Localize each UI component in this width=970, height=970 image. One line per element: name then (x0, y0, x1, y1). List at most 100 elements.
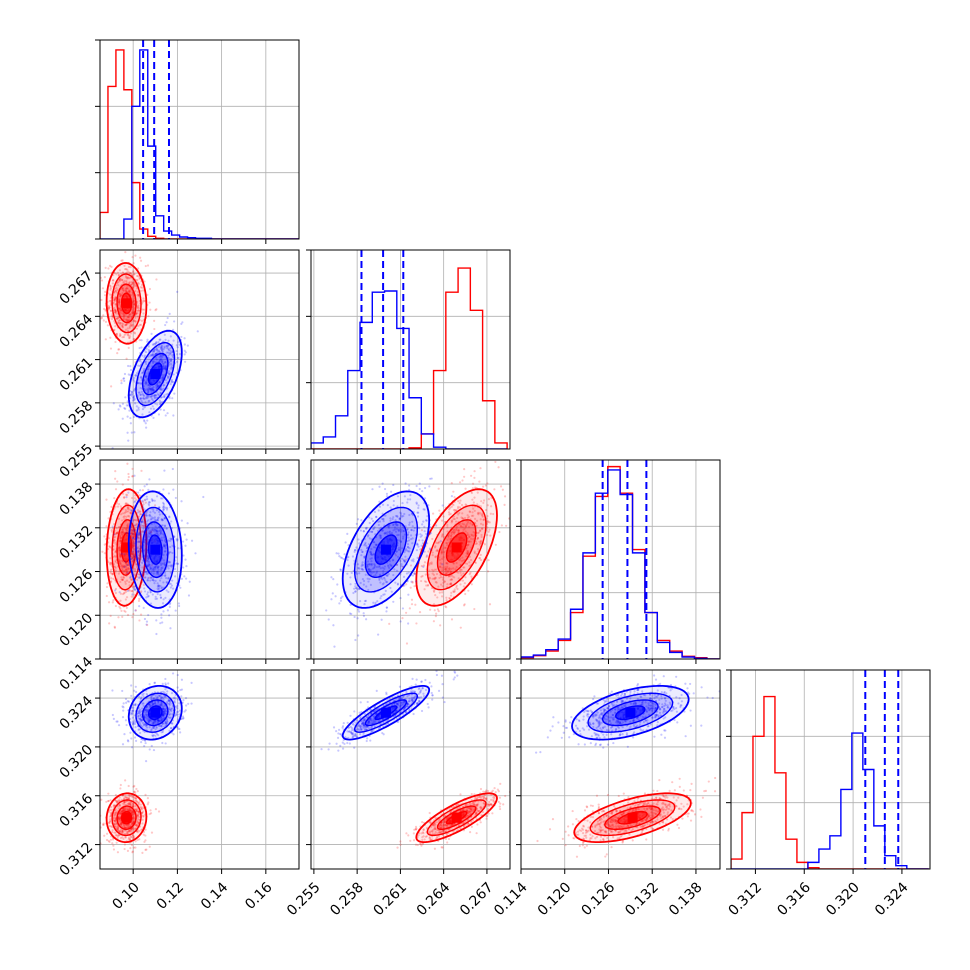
scatter-point (363, 555, 366, 558)
scatter-point (355, 546, 358, 549)
scatter-point (405, 642, 409, 645)
scatter-point (180, 322, 183, 326)
scatter-point (364, 526, 368, 530)
scatter-point (121, 578, 124, 581)
scatter-point (492, 512, 495, 516)
scatter-point (168, 605, 171, 608)
scatter-point (170, 365, 173, 369)
scatter-point (450, 582, 453, 586)
scatter-point (119, 562, 122, 566)
scatter-point (124, 562, 128, 565)
scatter-point (408, 547, 411, 550)
scatter-point (105, 585, 109, 589)
scatter-point (118, 299, 121, 303)
scatter-point (156, 533, 159, 536)
scatter-point (135, 522, 138, 525)
scatter-point (119, 561, 122, 565)
scatter-point (146, 595, 149, 598)
scatter-point (146, 384, 150, 387)
scatter-point (164, 379, 167, 382)
scatter-point (152, 567, 155, 571)
scatter-point (114, 793, 117, 797)
scatter-point (438, 565, 441, 568)
scatter-point (450, 578, 453, 581)
scatter-point (130, 324, 133, 328)
scatter-point (96, 608, 98, 610)
scatter-point (464, 525, 468, 528)
scatter-point (133, 568, 137, 571)
scatter-point (486, 504, 489, 507)
scatter-point (128, 290, 131, 293)
scatter-point (396, 534, 399, 537)
scatter-point (392, 499, 395, 503)
scatter-point (131, 282, 134, 285)
scatter-point (133, 587, 136, 590)
scatter-point (122, 377, 126, 380)
scatter-point (410, 528, 413, 532)
scatter-point (151, 578, 154, 582)
scatter-point (429, 477, 432, 480)
scatter-point (148, 504, 151, 507)
scatter-point (147, 400, 150, 403)
scatter-point (156, 570, 159, 573)
scatter-point (109, 570, 112, 573)
scatter-point (416, 556, 419, 559)
scatter-point (134, 374, 137, 377)
scatter-point (113, 589, 117, 592)
scatter-point (123, 407, 126, 410)
scatter-point (140, 346, 143, 349)
scatter-point (490, 505, 493, 508)
scatter-point (330, 576, 333, 579)
scatter-point (122, 322, 125, 325)
scatter-point (118, 525, 121, 529)
scatter-point (449, 538, 452, 541)
scatter-point (183, 337, 186, 340)
scatter-point (163, 367, 166, 370)
scatter-point (148, 395, 151, 398)
scatter-point (141, 499, 144, 502)
scatter-point (451, 575, 454, 578)
scatter-point (155, 358, 158, 361)
density-peak-red (451, 542, 462, 553)
scatter-point (139, 360, 142, 363)
scatter-point (115, 332, 119, 336)
scatter-point (117, 408, 120, 411)
scatter-point (158, 356, 161, 359)
scatter-point (354, 590, 357, 593)
scatter-point (159, 563, 163, 567)
scatter-point (486, 526, 489, 529)
scatter-point (428, 577, 431, 580)
scatter-point (436, 608, 439, 611)
scatter-point (396, 495, 400, 498)
scatter-point (123, 566, 126, 569)
scatter-point (123, 565, 126, 569)
scatter-point (179, 731, 182, 734)
scatter-point (117, 322, 120, 325)
scatter-point (119, 322, 122, 325)
scatter-point (121, 417, 124, 420)
scatter-point (397, 533, 400, 537)
scatter-point (460, 559, 463, 563)
scatter-point (126, 849, 130, 852)
scatter-point (360, 519, 363, 522)
scatter-point (172, 339, 175, 342)
scatter-point (149, 518, 152, 521)
scatter-point (346, 532, 349, 535)
scatter-point (156, 582, 159, 585)
scatter-point (479, 505, 482, 508)
scatter-point (126, 327, 129, 330)
scatter-point (158, 513, 161, 516)
scatter-point (124, 508, 127, 512)
scatter-point (402, 529, 405, 532)
scatter-point (369, 568, 372, 572)
scatter-point (142, 500, 145, 503)
scatter-point (157, 345, 160, 348)
scatter-point (133, 319, 136, 322)
scatter-point (126, 329, 130, 333)
scatter-point (165, 589, 168, 592)
scatter-point (123, 264, 126, 267)
scatter-point (184, 558, 187, 561)
scatter-point (147, 315, 150, 318)
scatter-point (176, 356, 179, 360)
scatter-point (147, 613, 150, 617)
